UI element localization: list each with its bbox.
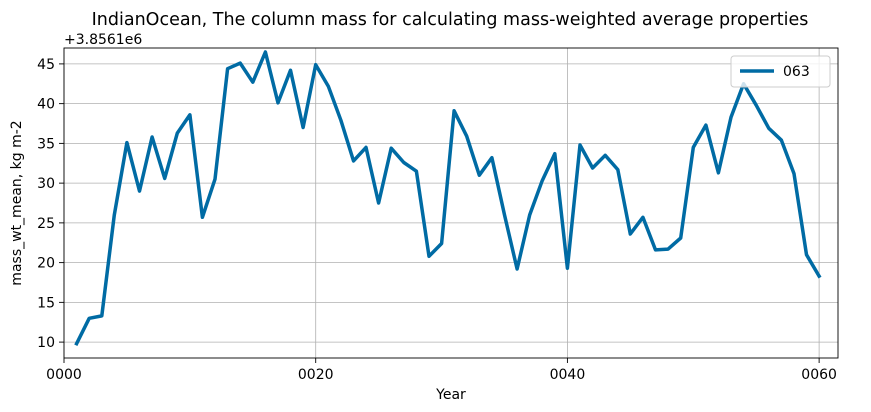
y-tick-label: 35 [37, 136, 55, 152]
x-tick-label: 0060 [801, 367, 837, 383]
plot-frame [63, 47, 839, 359]
y-tick-label: 20 [37, 256, 55, 272]
y-tick-label: 15 [37, 295, 55, 311]
ticks: 0000 0020 0040 0060 10 15 20 25 30 35 40 45 [37, 57, 837, 383]
legend-box [730, 55, 831, 88]
legend-label-063: 063 [783, 64, 810, 80]
y-tick-label: 30 [37, 176, 55, 192]
y-tick-label: 40 [37, 97, 55, 113]
x-tick-label: 0040 [550, 367, 586, 383]
y-tick-label: 45 [37, 57, 55, 73]
series-layer [74, 50, 822, 347]
series-line-063 [74, 50, 822, 347]
chart-title: IndianOcean, The column mass for calcula… [92, 10, 809, 30]
y-tick-label: 25 [37, 216, 55, 232]
y-offset-text: +3.8561e6 [64, 32, 142, 48]
x-tick-label: 0000 [46, 367, 82, 383]
legend: 063 [730, 55, 831, 88]
y-tick-label: 10 [37, 335, 55, 351]
x-axis-label: Year [435, 387, 466, 403]
x-tick-label: 0020 [298, 367, 334, 383]
y-axis-label: mass_wt_mean, kg m-2 [9, 120, 25, 285]
